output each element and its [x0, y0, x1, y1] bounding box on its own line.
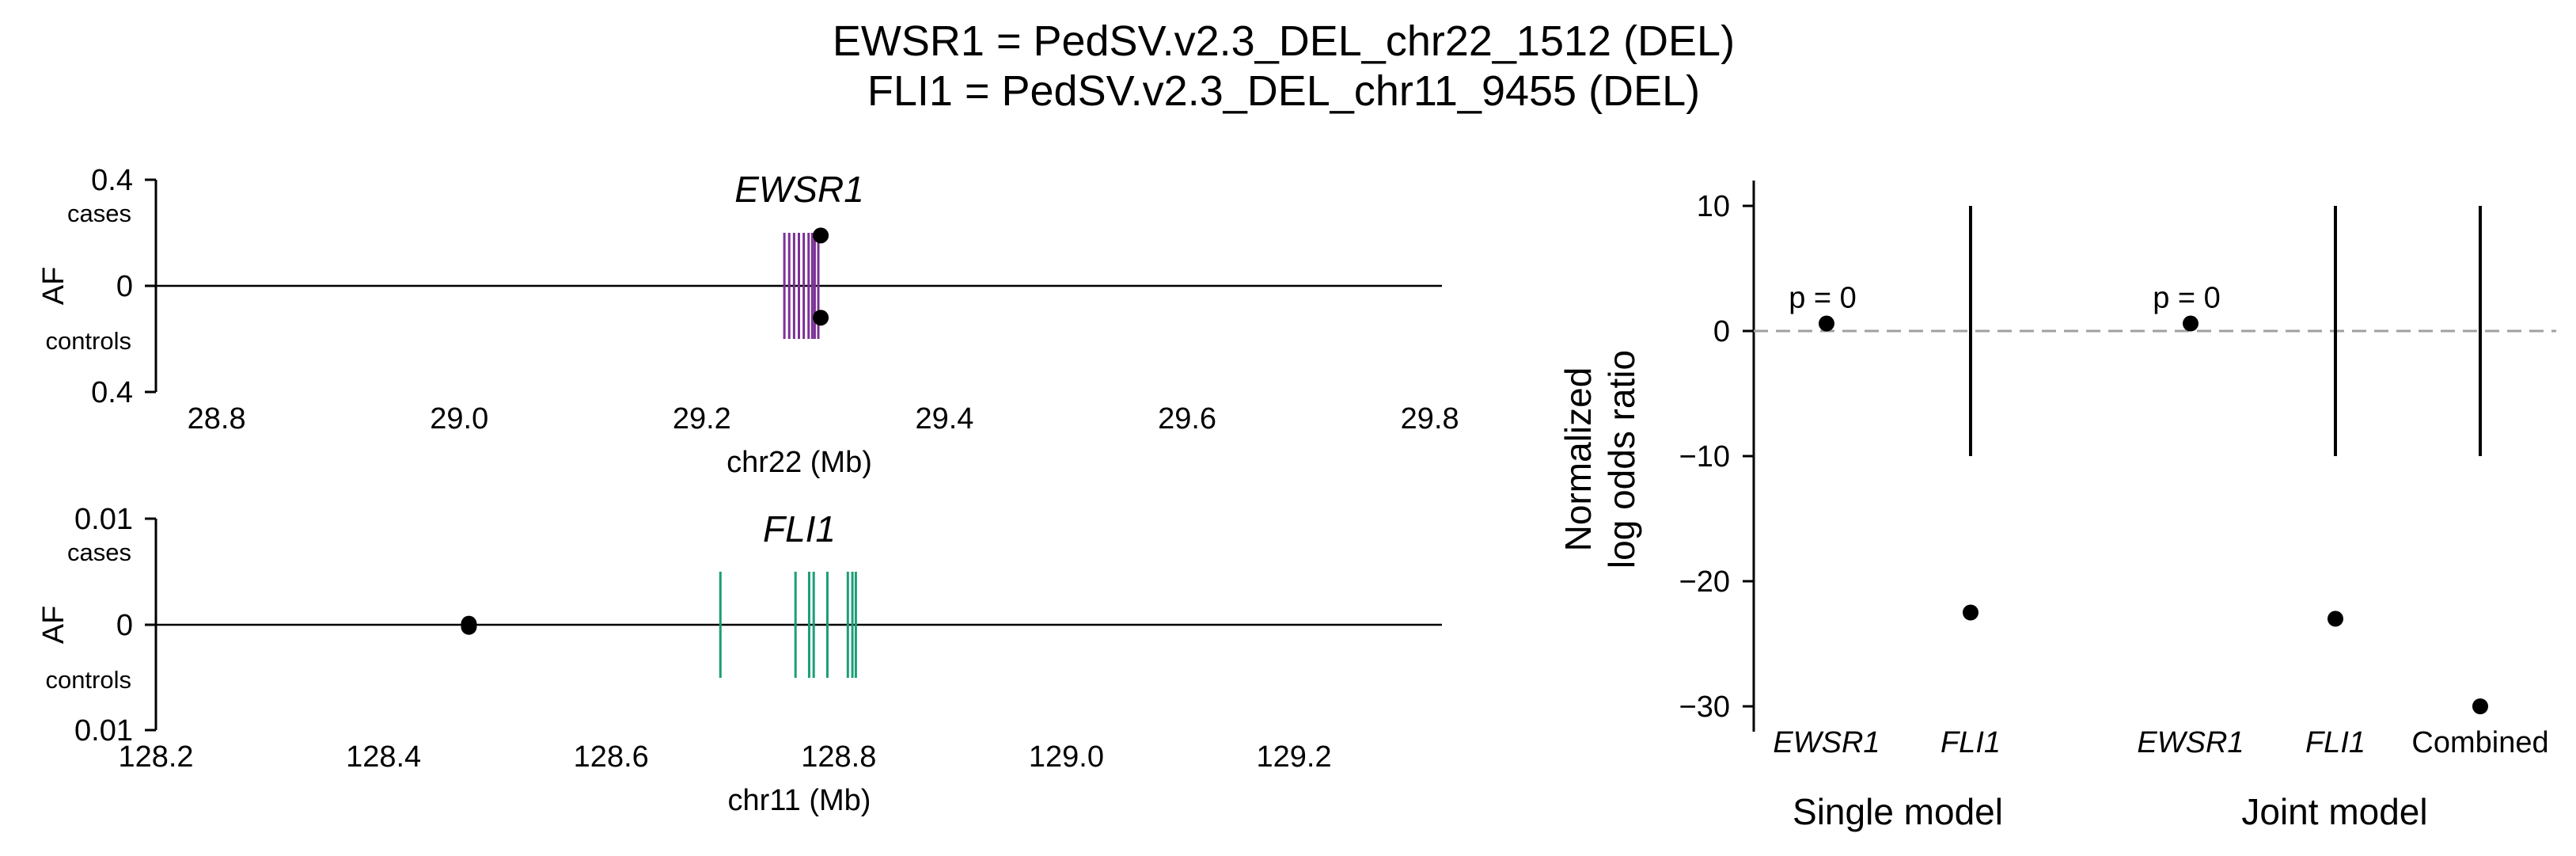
- fli1-x-tick-label: 128.2: [118, 740, 193, 774]
- fli1-cases-label: cases: [67, 538, 131, 566]
- ewsr1-y-label: AF: [37, 267, 70, 306]
- log-odds-category-labels: EWSR1 FLI1 EWSR1 FLI1 Combined: [1773, 726, 2548, 759]
- category-label-fli1: FLI1: [1941, 726, 2001, 759]
- fli1-x-ticks: 128.2 128.4 128.6 128.8 129.0 129.2: [118, 740, 1331, 774]
- category-label-ewsr1: EWSR1: [2137, 726, 2244, 759]
- log-odds-point-fli1: [1963, 604, 1978, 621]
- log-odds-point-fli1: [2328, 611, 2343, 627]
- fli1-y-tick-label-zero: 0: [116, 609, 133, 642]
- log-odds-y-tick-label: −10: [1679, 440, 1730, 474]
- ewsr1-controls-label: controls: [45, 327, 131, 355]
- log-odds-marks: p = 0 p = 0: [1789, 206, 2488, 714]
- fli1-x-tick-label: 128.4: [346, 740, 421, 774]
- log-odds-y-ticks: 10 0 −10 −20 −30: [1679, 190, 1754, 724]
- log-odds-y-tick-label: −20: [1679, 565, 1730, 599]
- fli1-af-points: [461, 615, 477, 635]
- title-line-1: EWSR1 = PedSV.v2.3_DEL_chr22_1512 (DEL): [833, 17, 1735, 65]
- fli1-af-point-controls: [461, 618, 477, 635]
- fli1-x-tick-label: 128.6: [574, 740, 649, 774]
- ewsr1-af-point-controls: [813, 310, 829, 326]
- ewsr1-y-tick-label-top: 0.4: [91, 164, 133, 197]
- log-odds-y-tick-label: −30: [1679, 691, 1730, 724]
- fli1-x-label: chr11 (Mb): [728, 784, 871, 817]
- p-value-annotation: p = 0: [1789, 282, 1857, 315]
- fli1-y-tick-label-bottom: 0.01: [74, 714, 133, 748]
- ewsr1-x-ticks: 28.8 29.0 29.2 29.4 29.6 29.8: [188, 402, 1459, 436]
- fli1-x-tick-label: 128.8: [801, 740, 876, 774]
- ewsr1-cases-label: cases: [67, 200, 131, 227]
- ewsr1-af-points: [813, 227, 829, 326]
- log-odds-point-combined: [2472, 698, 2488, 714]
- log-odds-panel: 10 0 −10 −20 −30 Normalized log odds ratio p…: [1557, 181, 2556, 832]
- ewsr1-x-tick-label: 29.6: [1158, 402, 1216, 436]
- group-label-joint-model: Joint model: [2241, 791, 2427, 832]
- fli1-gene-exons: [719, 572, 857, 678]
- ewsr1-gene-label: EWSR1: [734, 169, 864, 210]
- fli1-controls-label: controls: [45, 666, 131, 694]
- fli1-y-tick-label-top: 0.01: [74, 503, 133, 536]
- ewsr1-y-tick-label-zero: 0: [116, 270, 133, 303]
- ewsr1-locus-panel: 0.4 0 0.4 cases controls AF 28.8 29.0 29.2…: [37, 164, 1459, 479]
- log-odds-point-ewsr1: [1819, 315, 1834, 332]
- ewsr1-x-tick-label: 29.2: [673, 402, 731, 436]
- ewsr1-af-point-cases: [813, 227, 829, 244]
- fli1-locus-panel: 0.01 0 0.01 cases controls AF 128.2 128.4…: [37, 503, 1442, 817]
- ewsr1-x-tick-label: 29.0: [430, 402, 488, 436]
- ewsr1-x-tick-label: 29.4: [915, 402, 973, 436]
- ewsr1-y-tick-label-bottom: 0.4: [91, 376, 133, 409]
- log-odds-point-ewsr1: [2183, 315, 2199, 332]
- log-odds-y-tick-label: 0: [1713, 315, 1730, 348]
- ewsr1-x-tick-label: 29.8: [1401, 402, 1459, 436]
- category-label-ewsr1: EWSR1: [1773, 726, 1880, 759]
- log-odds-y-label-line-2: log odds ratio: [1601, 350, 1642, 569]
- fli1-gene-label: FLI1: [763, 508, 836, 550]
- log-odds-y-label-line-1: Normalized: [1557, 367, 1599, 552]
- category-label-combined: Combined: [2411, 726, 2548, 759]
- ewsr1-x-tick-label: 28.8: [188, 402, 246, 436]
- group-label-single-model: Single model: [1793, 791, 2003, 832]
- p-value-annotation: p = 0: [2153, 282, 2221, 315]
- log-odds-y-tick-label: 10: [1697, 190, 1730, 223]
- category-label-fli1: FLI1: [2305, 726, 2365, 759]
- fli1-x-tick-label: 129.0: [1029, 740, 1104, 774]
- title-line-2: FLI1 = PedSV.v2.3_DEL_chr11_9455 (DEL): [867, 67, 1700, 115]
- fli1-y-label: AF: [37, 606, 70, 645]
- ewsr1-x-label: chr22 (Mb): [727, 446, 872, 479]
- fli1-x-tick-label: 129.2: [1257, 740, 1332, 774]
